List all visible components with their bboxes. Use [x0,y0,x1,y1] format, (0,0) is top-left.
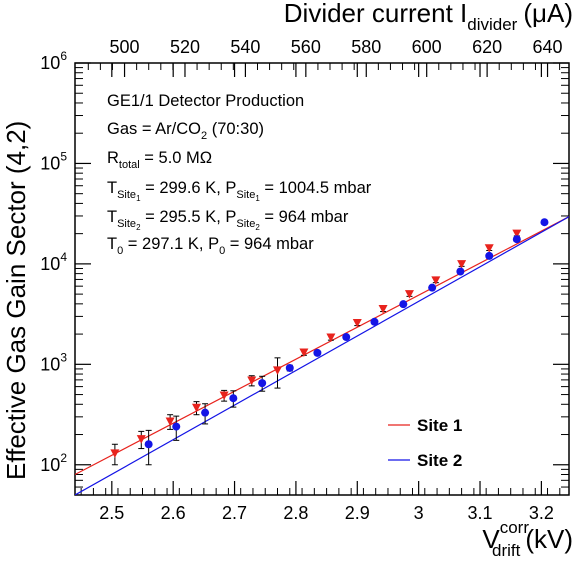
y-tick-label: 102 [40,451,67,475]
annotation-line: GE1/1 Detector Production [107,92,304,110]
site-2-point [313,348,322,357]
x-tick-label: 2.8 [283,503,308,523]
legend-label-site-2: Site 2 [417,451,462,470]
x2-axis-title: Divider current Idivider (μA) [284,0,573,34]
site-1-point [404,290,414,299]
site-1-point [136,435,146,444]
x2-tick-label: 520 [170,37,200,57]
x-tick-label: 3 [414,503,424,523]
site-1-point [273,366,283,375]
x2-tick-label: 640 [533,37,563,57]
x-tick-label: 3.2 [529,503,554,523]
y-tick-label: 104 [40,250,67,274]
y-tick-label: 103 [40,350,67,374]
site-1-point [192,403,202,413]
site-1-point [299,348,309,358]
axis-ticks: 2.5 2.6 2.7 2.8 2.9 3 3.1 3.2 500 520 540 560 580 600… [40,37,569,523]
site-2-point [144,440,153,449]
site-1-point [512,229,522,239]
annotation-line: TSite2 = 295.5 K, PSite2 = 964 mbar [107,208,349,232]
fit-line-site-2 [75,216,569,495]
site-1-point [457,260,467,269]
site-2-point [229,394,238,403]
x2-tick-label: 540 [230,37,260,57]
site-2-point [428,283,437,292]
x-tick-label: 2.9 [345,503,370,523]
annotation-line: Rtotal = 5.0 MΩ [107,149,212,171]
legend-label-site-1: Site 1 [417,416,462,435]
site-1-point [352,318,362,328]
site-2-point [485,251,494,260]
fit-line-site-1 [75,216,569,476]
annotation-block: GE1/1 Detector Production Gas = Ar/CO2 (7… [107,92,372,257]
x-tick-label: 2.6 [161,503,186,523]
x2-tick-label: 600 [412,37,442,57]
y-tick-label: 105 [40,149,67,173]
site-2-point [540,218,549,227]
fit-lines [75,216,569,495]
site-2-point [258,379,267,388]
x2-tick-label: 560 [291,37,321,57]
data-points [110,218,549,466]
site-2-point [370,317,379,326]
x-axis-title: Vcorr drift (kV) [482,518,573,560]
y-tick-label: 106 [40,49,67,73]
site-1-point [326,333,336,342]
site-2-point [342,333,351,342]
x-tick-label: 2.5 [99,503,124,523]
x2-tick-label: 500 [110,37,140,57]
site-2-point [285,363,294,372]
x-tick-label: 3.1 [468,503,493,523]
site-2-point [456,267,465,276]
site-1-point [431,276,441,285]
site-1-point [110,449,120,458]
site-1-point [165,417,175,426]
legend: Site 1 Site 2 [388,416,462,470]
annotation-line: Gas = Ar/CO2 (70:30) [107,120,264,142]
site-2-point [512,235,521,244]
annotation-line: T0 = 297.1 K, P0 = 964 mbar [107,235,314,257]
x2-tick-label: 620 [472,37,502,57]
site-2-point [172,422,181,431]
x-tick-label: 2.7 [222,503,247,523]
y-axis-title: Effective Gas Gain Sector (4,2) [1,121,31,480]
site-2-point [399,300,408,309]
site-1-point [378,305,388,314]
site-1-point [484,244,494,253]
annotation-line: TSite1 = 299.6 K, PSite1 = 1004.5 mbar [107,179,372,203]
site-1-point [219,391,229,400]
x2-tick-label: 580 [351,37,381,57]
site-2-point [201,408,210,417]
site-1-point [247,376,257,386]
